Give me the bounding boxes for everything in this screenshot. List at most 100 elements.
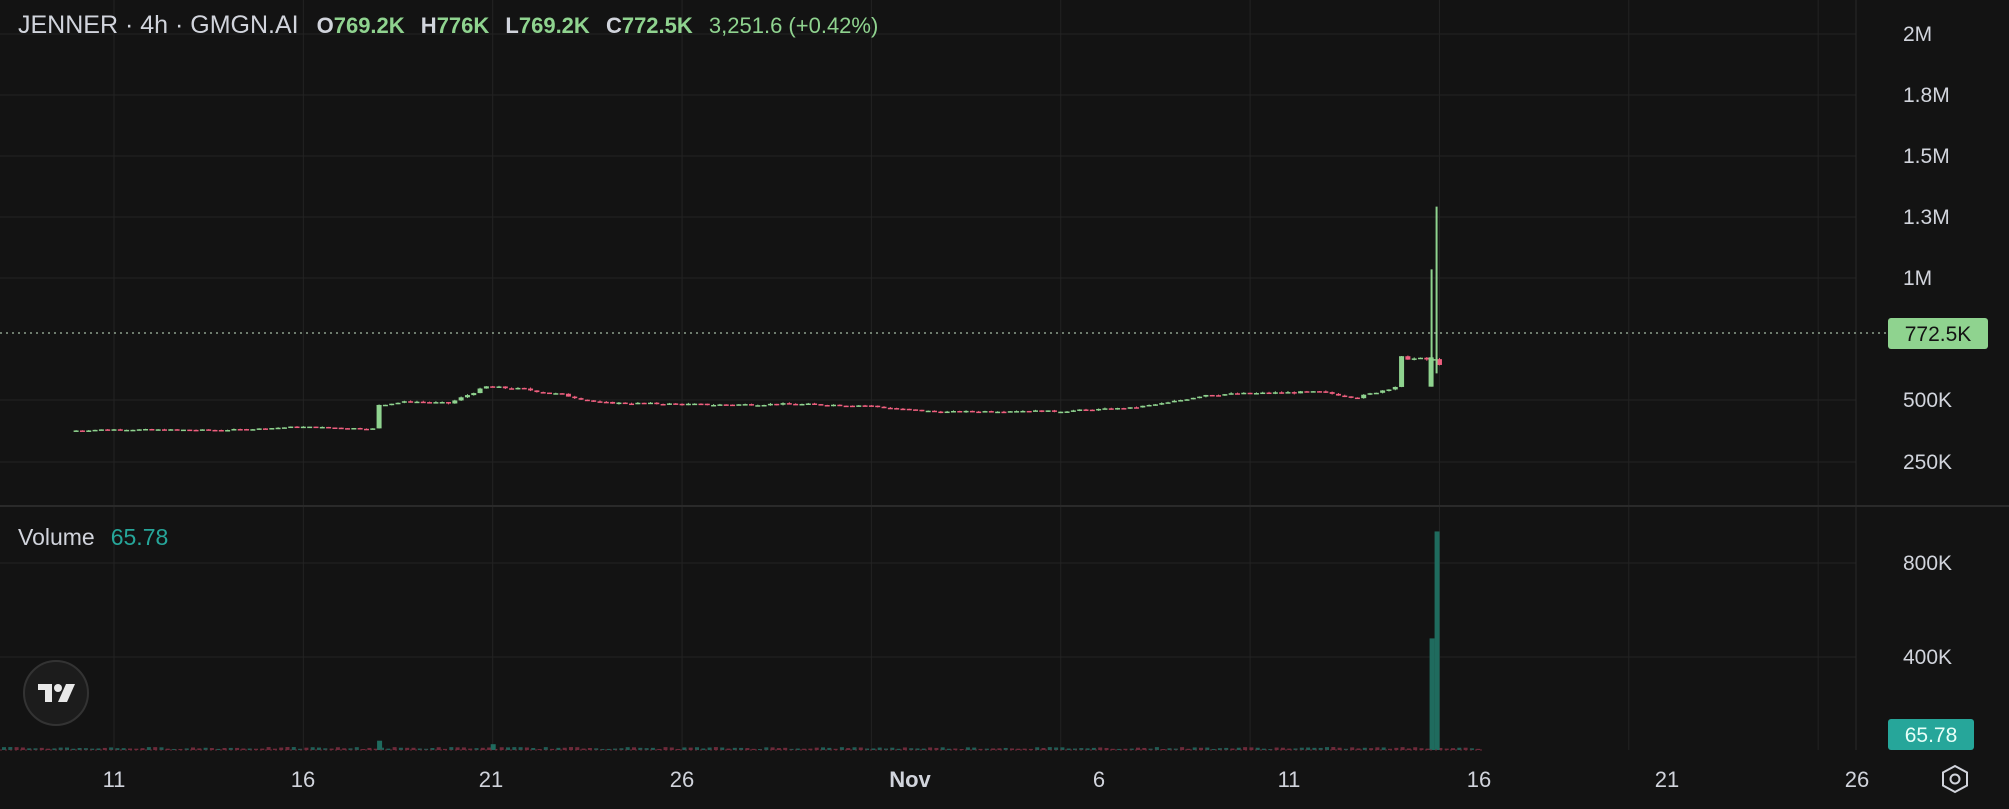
volume-bar [808, 748, 813, 750]
volume-bar [1148, 748, 1153, 750]
volume-bar [14, 747, 19, 750]
time-axis-tick: Nov [889, 767, 931, 792]
candle-body [698, 403, 704, 406]
volume-bar [934, 747, 939, 750]
candle-body [490, 386, 496, 388]
volume-bar [159, 747, 164, 750]
candle-body [338, 427, 344, 430]
volume-bar [411, 747, 416, 750]
candle-body [982, 411, 988, 413]
candle-body [906, 408, 912, 411]
volume-bar [1394, 747, 1399, 750]
candle-body [616, 402, 622, 405]
volume-value: 65.78 [110, 524, 169, 550]
volume-bar [102, 747, 107, 750]
candle-body [1096, 408, 1102, 411]
volume-bar [751, 748, 756, 750]
candle-body [938, 411, 944, 414]
volume-bar [940, 747, 945, 750]
volume-bar [247, 748, 252, 750]
candle-body [363, 428, 369, 431]
volume-bar [90, 748, 95, 750]
volume-bar [1457, 747, 1462, 750]
candle-body [1152, 404, 1158, 406]
candle-body [1424, 357, 1430, 360]
volume-bar [726, 748, 731, 750]
volume-bar [1451, 748, 1455, 750]
candle-body [748, 404, 754, 406]
candle-body [610, 401, 616, 404]
volume-bar [795, 748, 800, 750]
candle-body-spike [1428, 357, 1434, 387]
volume-bar [1217, 748, 1222, 750]
candle-body [370, 428, 376, 430]
volume-bar [537, 748, 542, 750]
volume-bar [972, 747, 977, 750]
candle-body [155, 429, 161, 431]
volume-bar [984, 748, 989, 750]
candle-body [849, 405, 855, 408]
volume-bar [367, 747, 372, 750]
candle-body [180, 429, 186, 432]
volume-bar [468, 748, 473, 750]
volume-bar [1073, 748, 1077, 750]
candle-body [256, 428, 262, 430]
volume-bar [909, 748, 914, 750]
candle-body [161, 429, 167, 431]
volume-bar [877, 747, 882, 750]
volume-bar [27, 748, 32, 750]
volume-bar [291, 747, 296, 750]
volume-bar [1028, 748, 1033, 750]
candle-body [1323, 391, 1329, 393]
volume-bar [1243, 747, 1248, 750]
volume-bar [581, 748, 586, 750]
volume-bar [178, 748, 183, 750]
candle-body [105, 429, 111, 431]
candle-body [1234, 393, 1240, 395]
candle-body [1115, 408, 1121, 410]
volume-bar [896, 748, 901, 750]
volume-bar [1123, 748, 1128, 750]
candle-body [313, 426, 319, 429]
candle-body [976, 411, 982, 414]
volume-bar [455, 747, 460, 750]
volume-bar [1205, 747, 1210, 750]
volume-bar [33, 748, 38, 750]
volume-bar [1434, 531, 1440, 750]
volume-bar [770, 747, 775, 750]
volume-bar [512, 747, 517, 750]
volume-bar [279, 747, 284, 750]
candle-body [427, 402, 433, 404]
volume-bar [701, 748, 706, 750]
volume-bar [71, 748, 76, 750]
candle-body [414, 401, 420, 404]
candle-body [786, 403, 792, 405]
candle-body [269, 428, 275, 430]
volume-bar [1091, 747, 1096, 750]
volume-bar [266, 747, 271, 750]
candle-body [894, 408, 900, 410]
open-value: 769.2K [333, 13, 405, 38]
candle-body [774, 403, 780, 406]
candle-body [704, 403, 710, 406]
tradingview-logo-icon[interactable] [23, 660, 89, 726]
symbol-title[interactable]: JENNER · 4h · GMGN.AI [18, 11, 299, 39]
volume-bar [490, 744, 496, 750]
price-axis-tick: 250K [1903, 451, 1952, 474]
candle-body [483, 386, 489, 389]
candle-body [187, 429, 193, 432]
candle-body [1304, 391, 1310, 393]
candle-body [1380, 390, 1386, 393]
candle-body [1310, 391, 1316, 393]
volume-bar [1047, 747, 1052, 750]
candle-body [679, 403, 685, 406]
candle-body [1228, 393, 1234, 395]
candle-body [446, 402, 452, 404]
settings-hexagon-icon[interactable] [1940, 764, 1970, 794]
candle-body [250, 429, 256, 431]
candle-body [742, 404, 748, 406]
candle-body [812, 403, 818, 405]
volume-bar [531, 747, 536, 750]
volume-label[interactable]: Volume [18, 524, 95, 550]
